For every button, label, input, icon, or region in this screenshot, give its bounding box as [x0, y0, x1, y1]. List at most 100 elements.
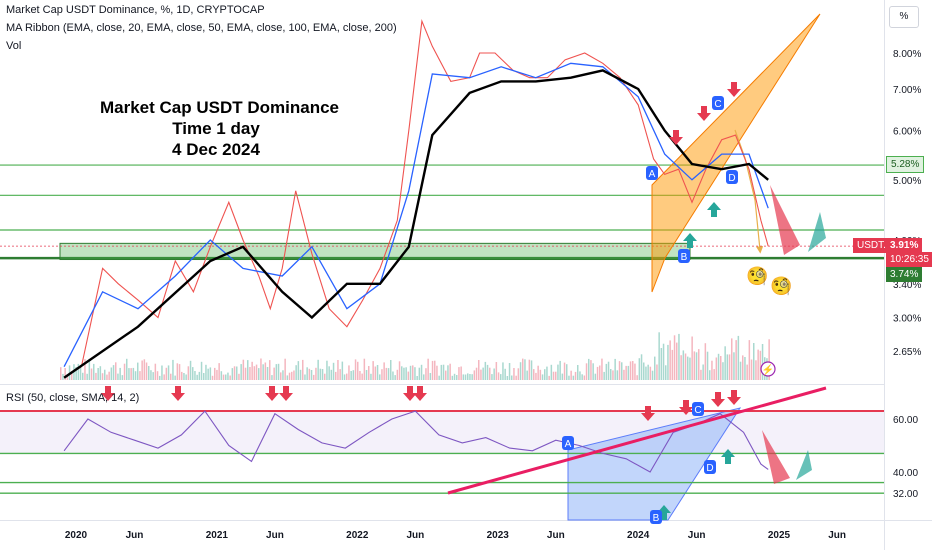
volume-bar: [143, 359, 146, 380]
volume-bar: [728, 354, 731, 380]
rsi-band: [0, 411, 884, 454]
symbol-title[interactable]: Market Cap USDT Dominance, %, 1D, CRYPTO…: [6, 4, 265, 16]
volume-bar: [427, 358, 429, 380]
down-arrow-icon: [279, 386, 293, 401]
volume-bar: [726, 354, 729, 380]
rsi-wave-label-b-badge: [650, 510, 662, 524]
volume-bar: [603, 371, 605, 380]
volume-bar: [612, 370, 614, 380]
rsi-legend[interactable]: RSI (50, close, SMA, 14, 2): [6, 392, 140, 404]
volume-bar: [178, 364, 181, 380]
volume-bar: [636, 375, 638, 380]
volume-bar: [385, 367, 388, 380]
volume-bar: [715, 357, 718, 380]
volume-bar: [544, 369, 546, 380]
volume-bar: [361, 373, 363, 380]
volume-bar: [759, 350, 762, 380]
volume-bar: [341, 361, 344, 380]
volume-bar: [495, 362, 498, 380]
ma-ribbon-legend[interactable]: MA Ribbon (EMA, close, 20, EMA, close, 5…: [6, 22, 397, 34]
rsi-wave-label-d-badge: [704, 460, 716, 474]
volume-bar: [249, 367, 251, 380]
volume-bar: [240, 364, 242, 380]
volume-bar: [88, 358, 91, 380]
volume-bar: [480, 369, 482, 380]
volume-bar: [656, 364, 658, 380]
volume-bar: [209, 367, 212, 380]
volume-bar: [115, 362, 117, 380]
volume-bar: [374, 366, 377, 380]
annotation-line-3: 4 Dec 2024: [172, 140, 260, 159]
volume-bar: [640, 354, 643, 380]
volume-bar: [141, 360, 143, 380]
down-arrow-icon: [669, 130, 683, 145]
volume-bar: [577, 365, 579, 380]
volume-bar: [546, 366, 548, 380]
time-tick-label: 2020: [65, 530, 88, 541]
down-arrow-icon: [265, 386, 279, 401]
volume-bar: [746, 364, 748, 380]
time-tick-label: 2023: [487, 530, 510, 541]
volume-bar: [555, 371, 557, 380]
volume-bar: [467, 373, 469, 380]
time-tick-label: 2022: [346, 530, 369, 541]
bearish-forecast-arrow: [770, 185, 800, 255]
volume-bar: [198, 371, 201, 380]
volume-bar: [372, 361, 374, 380]
volume-bar: [548, 375, 550, 380]
volume-bar: [588, 358, 590, 380]
volume-bar: [123, 363, 126, 380]
support-price-tag: 3.74%: [886, 267, 923, 282]
volume-bar: [165, 367, 168, 380]
volume-bar: [537, 365, 539, 380]
volume-bar: [647, 364, 649, 380]
volume-bar: [148, 366, 150, 380]
volume-bar: [368, 366, 370, 380]
ema20-line: [63, 62, 769, 367]
volume-bar: [251, 361, 253, 380]
volume-bar: [634, 363, 636, 380]
volume-bar: [403, 367, 405, 380]
wave-label-c: C: [714, 99, 721, 110]
volume-bar: [387, 368, 390, 380]
volume-bar: [398, 361, 401, 380]
volume-bar: [594, 373, 597, 380]
volume-bar: [330, 369, 333, 380]
volume-bar: [717, 353, 720, 380]
volume-bar: [682, 350, 685, 380]
price-tick-label: 3.00%: [893, 314, 921, 325]
thinking-face-icon: 🧐: [746, 266, 768, 286]
down-arrow-icon: [413, 386, 427, 401]
volume-bar: [161, 365, 163, 380]
time-tick-label: 2021: [206, 530, 229, 541]
volume-bar: [126, 358, 128, 380]
volume-bar: [658, 332, 660, 380]
volume-bar: [524, 359, 526, 380]
up-arrow-icon: [707, 202, 721, 217]
percent-scale-button[interactable]: %: [889, 6, 919, 28]
volume-bar: [266, 367, 269, 380]
volume-bar: [130, 368, 132, 380]
down-arrow-icon: [697, 106, 711, 121]
volume-bar: [132, 367, 135, 380]
volume-bar: [176, 363, 179, 380]
resistance-price-tag: 5.28%: [886, 156, 925, 173]
volume-bar: [528, 359, 531, 380]
price-tick-label: 5.00%: [893, 176, 921, 187]
volume-bar: [616, 370, 619, 380]
rsi-bullish-arrow: [796, 450, 812, 480]
volume-legend[interactable]: Vol: [6, 40, 22, 52]
volume-bar: [601, 358, 603, 380]
volume-bar: [491, 374, 493, 380]
volume-bar: [62, 373, 64, 380]
volume-bar: [632, 361, 634, 380]
volume-bar: [533, 369, 535, 380]
volume-bar: [502, 362, 504, 380]
volume-bar: [269, 360, 271, 380]
volume-bar: [383, 362, 385, 380]
volume-bar: [167, 365, 170, 380]
volume-bar: [651, 370, 654, 380]
lightning-event-icon: [760, 361, 776, 377]
wave-label-c-badge: [712, 96, 724, 110]
